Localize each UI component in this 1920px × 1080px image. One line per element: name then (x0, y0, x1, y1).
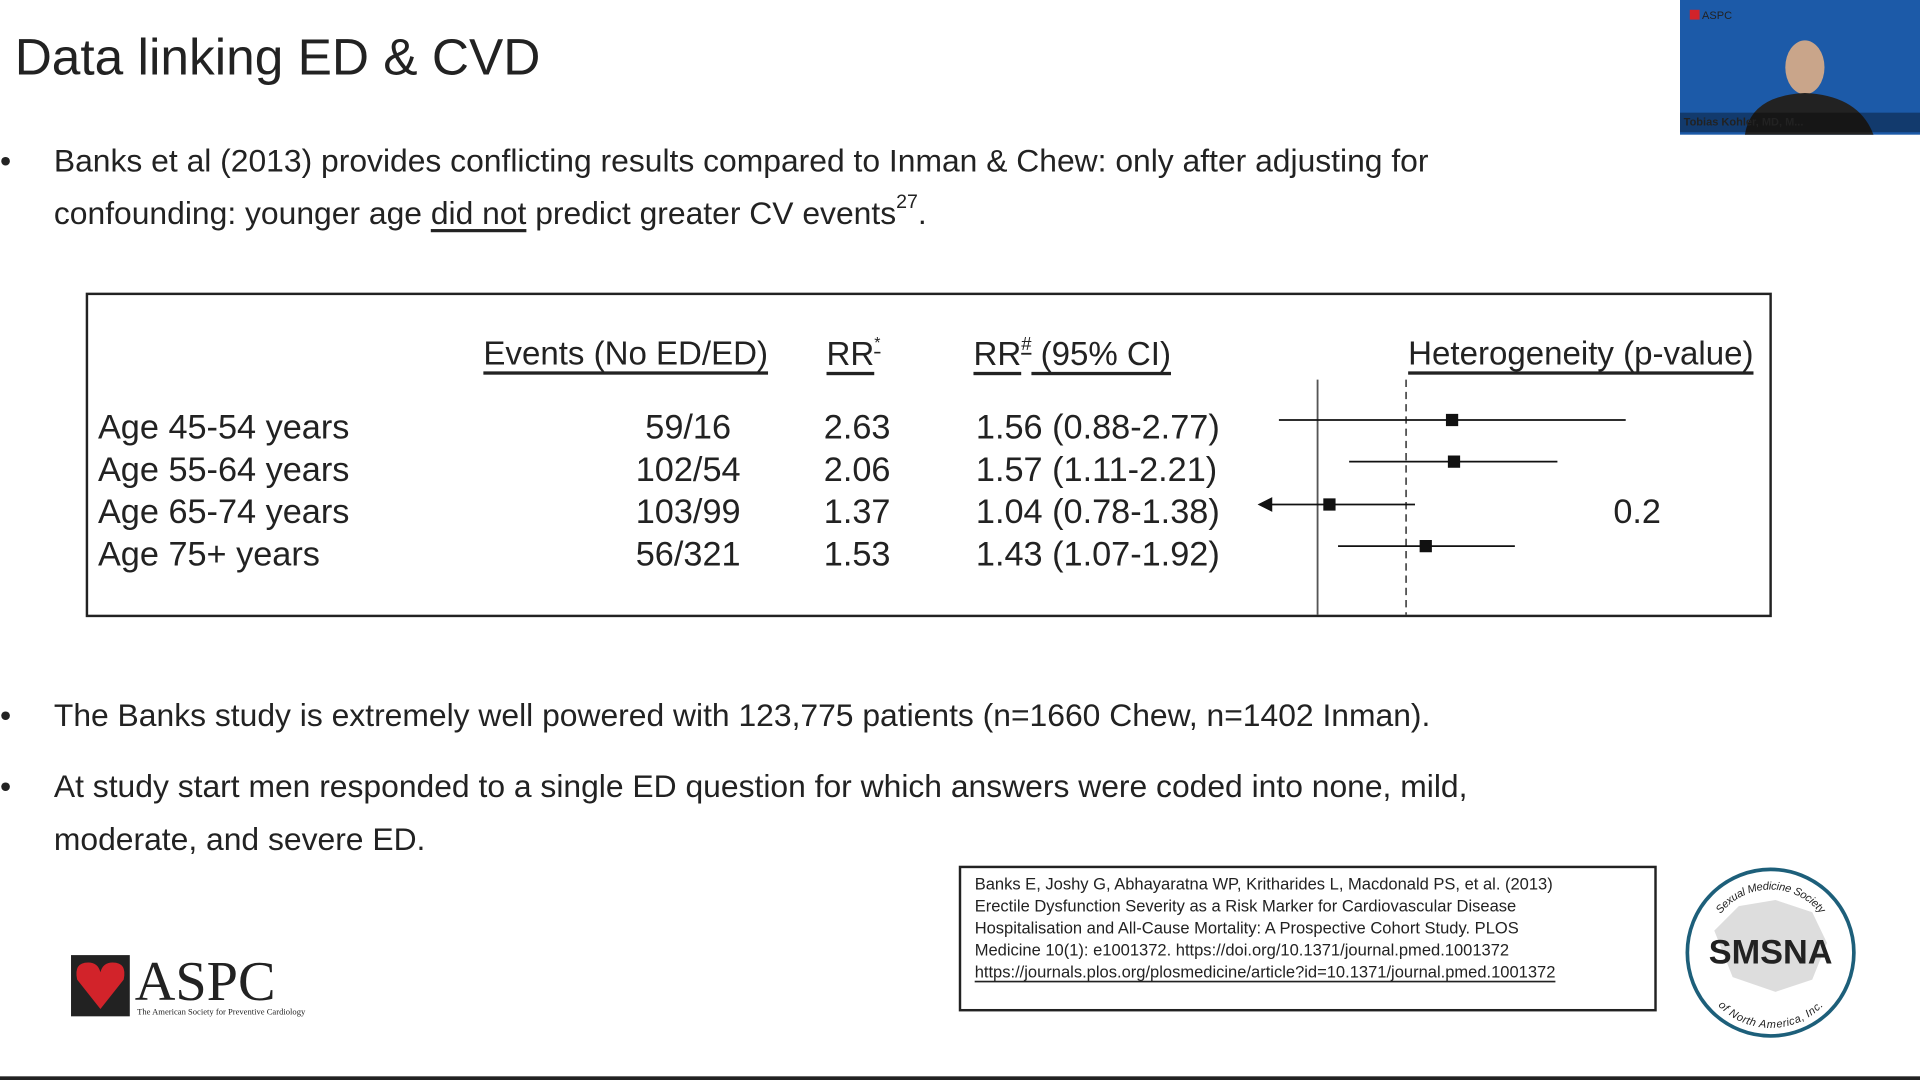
results-table: Events (No ED/ED) RR* RR# (95% CI) Heter… (85, 292, 1772, 618)
logo-heart (76, 962, 125, 1009)
estimate-marker (1447, 455, 1461, 468)
events-cell: 59/16 (645, 408, 731, 446)
bullet-dot: • (0, 697, 11, 733)
text: predict greater CV events (526, 195, 896, 231)
logo-text: SMSNA (1709, 934, 1833, 972)
column-header: Events (No ED/ED) (483, 335, 768, 372)
bullet-text: Banks et al (2013) provides conflicting … (54, 142, 1429, 178)
estimate-marker (1445, 413, 1459, 427)
citation-line: Banks E, Joshy G, Abhayaratna WP, Kritha… (975, 875, 1553, 894)
table-border (85, 292, 1772, 618)
badge-icon (1689, 9, 1700, 20)
column-header: RR# (95% CI) (973, 332, 1171, 372)
bullet-text: confounding: younger age did not predict… (54, 191, 927, 231)
logo-subtitle: The American Society for Preventive Card… (137, 1006, 306, 1016)
video-thumbnail: ASPC Tobias Kohler, MD, M... (1680, 0, 1920, 135)
rr-ci-cell: 1.57 (1.11-2.21) (976, 451, 1217, 489)
events-cell: 56/321 (636, 536, 741, 574)
slide-title: Data linking ED & CVD (15, 27, 541, 85)
smsna-logo: SMSNA Sexual Medicine Society of North A… (1685, 867, 1856, 1038)
citation-box (958, 865, 1657, 1012)
bullet-text: moderate, and severe ED. (54, 821, 426, 857)
aspc-logo: ASPC The American Society for Preventive… (71, 951, 306, 1016)
badge-text: ASPC (1702, 10, 1732, 22)
logo-text: ASPC (135, 951, 276, 1013)
bullet-text: The Banks study is extremely well powere… (54, 697, 1430, 733)
rr-cell: 2.06 (824, 451, 891, 489)
column-header: Heterogeneity (p-value) (1408, 335, 1753, 372)
rr-cell: 1.37 (824, 493, 891, 531)
superscript: * (874, 334, 880, 351)
bullet-dot: • (0, 768, 11, 804)
row-label: Age 45-54 years (98, 408, 349, 446)
text: . (918, 195, 927, 231)
text: (95% CI) (1031, 335, 1171, 372)
ci-arrow (1257, 497, 1273, 512)
rr-ci-cell: 1.56 (0.88-2.77) (976, 408, 1220, 446)
superscript: 27 (896, 191, 918, 213)
logo-map (1714, 900, 1827, 992)
heterogeneity-value: 0.2 (1613, 493, 1661, 531)
text: RR (827, 335, 875, 372)
citation-link[interactable]: https://journals.plos.org/plosmedicine/a… (975, 963, 1556, 982)
rr-ci-cell: 1.43 (1.07-1.92) (976, 536, 1220, 574)
citation-line: Erectile Dysfunction Severity as a Risk … (975, 897, 1517, 916)
rr-cell: 2.63 (824, 408, 891, 446)
rr-ci-cell: 1.04 (0.78-1.38) (976, 493, 1220, 531)
superscript: # (1021, 332, 1032, 353)
estimate-marker (1323, 498, 1336, 511)
row-label: Age 75+ years (98, 536, 320, 574)
underlined-text: did not (431, 195, 527, 231)
participant-name: Tobias Kohler, MD, M... (1684, 116, 1804, 128)
citation: Banks E, Joshy G, Abhayaratna WP, Kritha… (975, 875, 1556, 982)
citation-line: Medicine 10(1): e1001372. https://doi.or… (975, 941, 1509, 960)
citation-line: Hospitalisation and All-Cause Mortality:… (975, 919, 1519, 938)
person-head (1785, 40, 1825, 95)
logo-ring (1685, 867, 1856, 1038)
bullet-text: At study start men responded to a single… (54, 768, 1468, 804)
row-label: Age 55-64 years (98, 451, 349, 489)
events-cell: 102/54 (636, 451, 741, 489)
bottom-bar (0, 1076, 1920, 1080)
column-header: RR* (827, 334, 881, 372)
events-cell: 103/99 (636, 493, 741, 531)
person-body (1744, 93, 1874, 135)
text: confounding: younger age (54, 195, 431, 231)
name-bar (1680, 112, 1920, 133)
row-label: Age 65-74 years (98, 493, 349, 531)
bullet-dot: • (0, 142, 11, 178)
rr-cell: 1.53 (824, 536, 891, 574)
estimate-marker (1419, 540, 1432, 553)
text: RR (973, 335, 1021, 372)
